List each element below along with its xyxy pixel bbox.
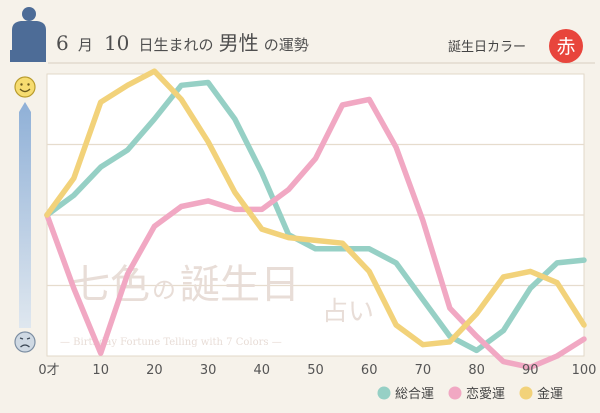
legend: 総合運 恋愛運 金運 (377, 386, 563, 402)
title-month: 6 (56, 31, 69, 55)
series-line-1 (44, 79, 587, 354)
x-tick-label: 80 (468, 363, 485, 378)
x-tick-label: 20 (146, 363, 163, 378)
x-tick-label: 90 (522, 363, 539, 378)
page-title: 6 月 10 日生まれの 男性 の運勢 (56, 31, 309, 55)
watermark-title-part3: 誕生日 (180, 262, 300, 308)
legend-swatch-3 (519, 386, 533, 400)
title-fortune: の運勢 (264, 36, 309, 54)
color-badge (549, 29, 583, 63)
happy-face-icon (14, 76, 36, 98)
legend-label-1: 総合運 (395, 387, 434, 402)
x-tick-label: 0才 (38, 363, 59, 378)
title-subject: 男性 (219, 31, 259, 55)
x-tick-label: 50 (307, 363, 324, 378)
title-month-unit: 月 (78, 36, 93, 54)
watermark: 七色 の 誕生日 占い — Birthday Fortune Telling w… (60, 262, 374, 348)
person-icon (10, 7, 46, 62)
legend-swatch-1 (377, 386, 391, 400)
legend-label-3: 金運 (537, 386, 563, 402)
title-day-suffix: 日生まれの (138, 36, 213, 54)
series-line-3 (44, 68, 587, 348)
sad-face-icon (14, 331, 36, 353)
watermark-title-part2: の (152, 276, 176, 304)
x-tick-label: 40 (254, 363, 271, 378)
header: 6 月 10 日生まれの 男性 の運勢 誕生日カラー 赤 (10, 7, 595, 64)
mood-scale-arrow (19, 102, 31, 328)
legend-label-2: 恋愛運 (466, 386, 505, 402)
x-tick-label: 10 (92, 363, 109, 378)
title-day: 10 (104, 31, 129, 55)
legend-swatch-2 (448, 386, 462, 400)
color-badge-char: 赤 (556, 36, 575, 58)
series-lines (44, 68, 587, 371)
watermark-subtitle-en: — Birthday Fortune Telling with 7 Colors… (60, 337, 282, 348)
x-tick-label: 60 (361, 363, 378, 378)
x-tick-label: 30 (200, 363, 217, 378)
x-tick-label: 70 (415, 363, 432, 378)
x-tick-label: 100 (572, 363, 597, 378)
series-line-2 (44, 96, 587, 371)
watermark-title-part1: 七色 (70, 262, 150, 308)
birthday-color-label: 誕生日カラー (448, 40, 526, 55)
watermark-subtitle-jp: 占い (322, 297, 374, 327)
x-axis-ticks: 0才 10 20 30 40 50 60 70 80 90 100 (38, 363, 596, 378)
mood-scale (14, 76, 36, 353)
